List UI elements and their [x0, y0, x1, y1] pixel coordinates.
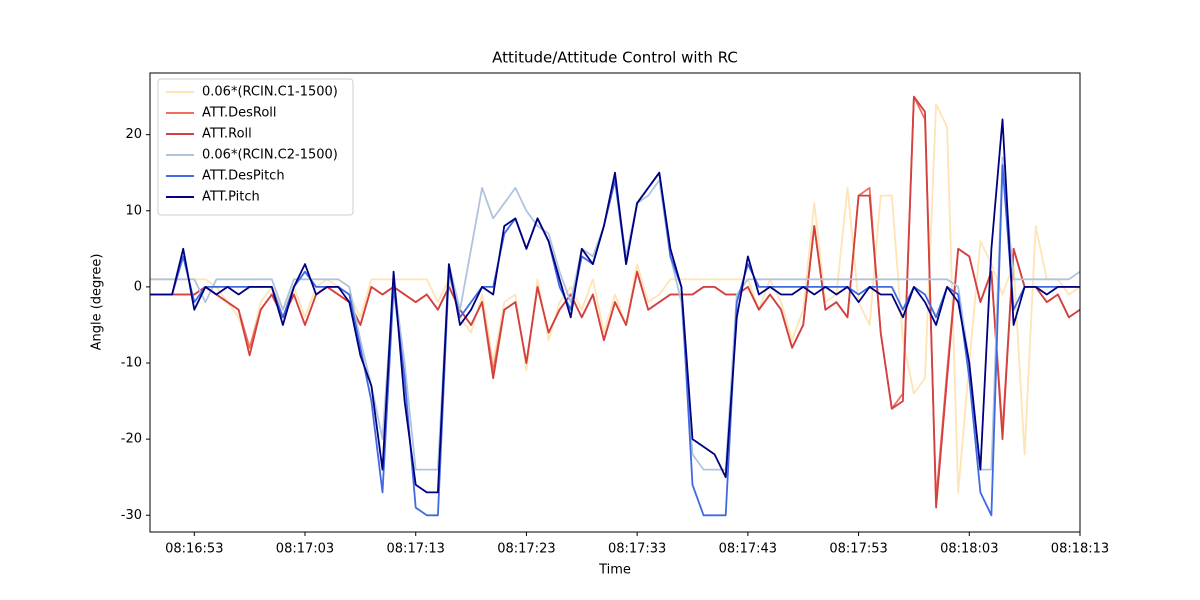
y-tick-label: 0	[134, 279, 142, 294]
series-line	[150, 118, 1080, 494]
y-tick-label: 10	[125, 203, 142, 218]
x-tick-label: 08:17:13	[387, 542, 445, 557]
x-tick-label: 08:17:33	[608, 542, 666, 557]
legend-label: ATT.DesRoll	[202, 106, 277, 121]
x-tick-label: 08:18:13	[1051, 542, 1109, 557]
x-tick-label: 08:16:53	[165, 542, 223, 557]
series-line	[150, 164, 1080, 517]
y-tick-label: 20	[125, 127, 142, 142]
legend-label: 0.06*(RCIN.C2-1500)	[202, 148, 338, 163]
x-tick-label: 08:17:43	[719, 542, 777, 557]
legend-label: ATT.DesPitch	[202, 169, 285, 184]
series-line	[150, 103, 1080, 494]
y-axis-label: Angle (degree)	[90, 254, 105, 351]
series-line	[150, 95, 1080, 509]
chart-title: Attitude/Attitude Control with RC	[492, 49, 738, 67]
plot-frame	[149, 72, 1081, 533]
legend-label: ATT.Roll	[202, 127, 252, 142]
x-tick-label: 08:17:53	[829, 542, 887, 557]
legend-box	[157, 78, 354, 216]
x-tick-label: 08:17:23	[497, 542, 555, 557]
y-tick-label: -30	[121, 508, 142, 523]
x-axis-label: Time	[598, 563, 631, 578]
y-tick-label: -20	[121, 432, 142, 447]
x-tick-label: 08:18:03	[940, 542, 998, 557]
plot-lines	[150, 95, 1080, 517]
legend-label: ATT.Pitch	[202, 190, 260, 205]
y-tick-label: -10	[121, 356, 142, 371]
legend-label: 0.06*(RCIN.C1-1500)	[202, 85, 338, 100]
x-tick-label: 08:17:03	[276, 542, 334, 557]
